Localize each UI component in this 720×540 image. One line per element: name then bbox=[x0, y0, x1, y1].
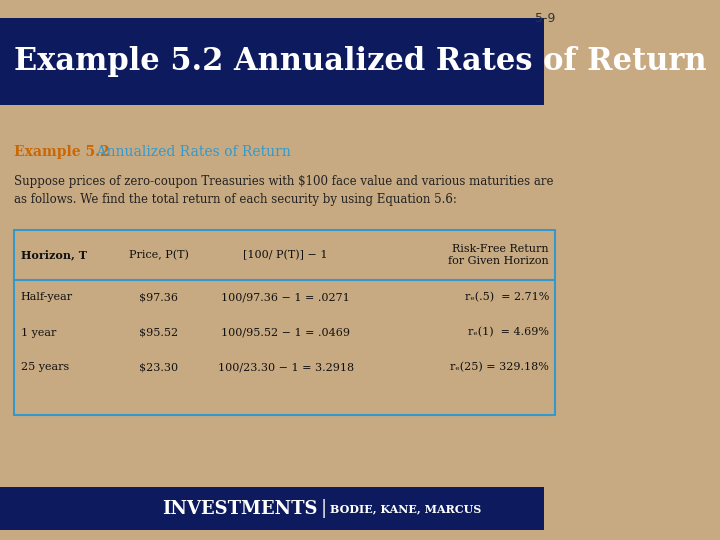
Text: 25 years: 25 years bbox=[21, 362, 69, 373]
Text: rₑ(1)  = 4.69%: rₑ(1) = 4.69% bbox=[468, 327, 549, 338]
Text: Half-year: Half-year bbox=[21, 293, 73, 302]
FancyBboxPatch shape bbox=[0, 18, 544, 105]
Text: Risk-Free Return
for Given Horizon: Risk-Free Return for Given Horizon bbox=[449, 244, 549, 266]
Text: $23.30: $23.30 bbox=[139, 362, 179, 373]
Text: rₑ(.5)  = 2.71%: rₑ(.5) = 2.71% bbox=[464, 292, 549, 302]
Text: Annualized Rates of Return: Annualized Rates of Return bbox=[79, 145, 291, 159]
Text: INVESTMENTS: INVESTMENTS bbox=[162, 500, 318, 517]
Text: [100/ P(T)] − 1: [100/ P(T)] − 1 bbox=[243, 250, 328, 260]
Text: Suppose prices of zero-coupon Treasuries with $100 face value and various maturi: Suppose prices of zero-coupon Treasuries… bbox=[14, 175, 554, 206]
Text: Example 5.2 Annualized Rates of Return: Example 5.2 Annualized Rates of Return bbox=[14, 46, 707, 77]
Text: |: | bbox=[320, 499, 327, 518]
Text: rₑ(25) = 329.18%: rₑ(25) = 329.18% bbox=[450, 362, 549, 373]
Text: 100/97.36 − 1 = .0271: 100/97.36 − 1 = .0271 bbox=[221, 293, 350, 302]
Text: Horizon, T: Horizon, T bbox=[21, 249, 86, 260]
Text: $97.36: $97.36 bbox=[139, 293, 178, 302]
Text: Example 5.2: Example 5.2 bbox=[14, 145, 110, 159]
Text: BODIE, KANE, MARCUS: BODIE, KANE, MARCUS bbox=[330, 503, 482, 514]
Text: 5-9: 5-9 bbox=[535, 12, 555, 25]
Text: $95.52: $95.52 bbox=[139, 327, 179, 338]
FancyBboxPatch shape bbox=[0, 487, 544, 530]
Text: Price, P(T): Price, P(T) bbox=[129, 250, 189, 260]
Text: 1 year: 1 year bbox=[21, 327, 56, 338]
Text: 100/23.30 − 1 = 3.2918: 100/23.30 − 1 = 3.2918 bbox=[217, 362, 354, 373]
Text: 100/95.52 − 1 = .0469: 100/95.52 − 1 = .0469 bbox=[221, 327, 350, 338]
